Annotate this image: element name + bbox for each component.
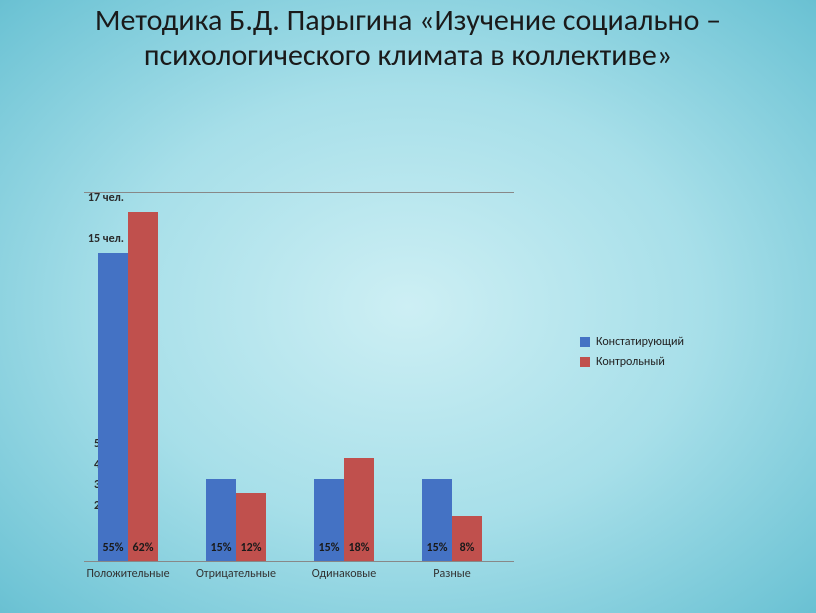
bar-series2: 12% xyxy=(236,493,266,561)
bar-series1: 15% xyxy=(422,479,452,561)
bar-series2: 62% xyxy=(128,212,158,561)
legend-label: Констатирующий xyxy=(596,335,684,349)
bar-series2: 18% xyxy=(344,458,374,561)
slide-title: Методика Б.Д. Парыгина «Изучение социаль… xyxy=(0,4,816,73)
bar-series1: 15% xyxy=(314,479,344,561)
bar-series1: 55% xyxy=(98,253,128,561)
bar-value-label: 12% xyxy=(241,541,262,555)
legend: Констатирующий Контрольный xyxy=(580,335,684,375)
plot-area: 17 чел.15 чел.5 чел.4 чел.3 чел.2 чел.55… xyxy=(84,192,514,562)
category-label: Одинаковые xyxy=(312,567,376,581)
bar-series2: 8% xyxy=(452,516,482,561)
bar-value-label: 62% xyxy=(133,541,154,555)
bar-series1: 15% xyxy=(206,479,236,561)
legend-swatch xyxy=(580,357,590,367)
bar-value-label: 18% xyxy=(349,541,370,555)
category-label: Положительные xyxy=(86,567,169,581)
legend-item: Констатирующий xyxy=(580,335,684,349)
bar-value-label: 15% xyxy=(427,541,448,555)
legend-swatch xyxy=(580,337,590,347)
category-label: Отрицательные xyxy=(196,567,276,581)
y-axis-label: 17 чел. xyxy=(80,191,124,205)
bar-value-label: 15% xyxy=(319,541,340,555)
bar-value-label: 55% xyxy=(103,541,124,555)
y-axis-label: 15 чел. xyxy=(80,232,124,246)
bar-value-label: 15% xyxy=(211,541,232,555)
legend-item: Контрольный xyxy=(580,355,684,369)
legend-label: Контрольный xyxy=(596,355,665,369)
bar-chart: 17 чел.15 чел.5 чел.4 чел.3 чел.2 чел.55… xyxy=(40,180,780,600)
bar-value-label: 8% xyxy=(460,541,475,555)
category-label: Разные xyxy=(433,567,470,581)
